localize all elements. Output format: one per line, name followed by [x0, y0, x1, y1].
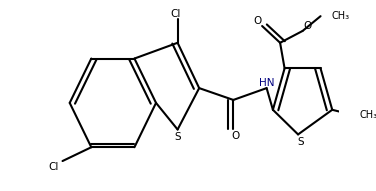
Text: Cl: Cl — [171, 9, 181, 19]
Text: S: S — [297, 137, 304, 147]
Text: CH₃: CH₃ — [359, 110, 376, 120]
Text: CH₃: CH₃ — [331, 11, 349, 21]
Text: S: S — [174, 132, 181, 142]
Text: O: O — [303, 21, 311, 31]
Text: O: O — [253, 16, 262, 26]
Text: O: O — [231, 131, 239, 141]
Text: Cl: Cl — [49, 162, 59, 172]
Text: HN: HN — [259, 78, 274, 88]
